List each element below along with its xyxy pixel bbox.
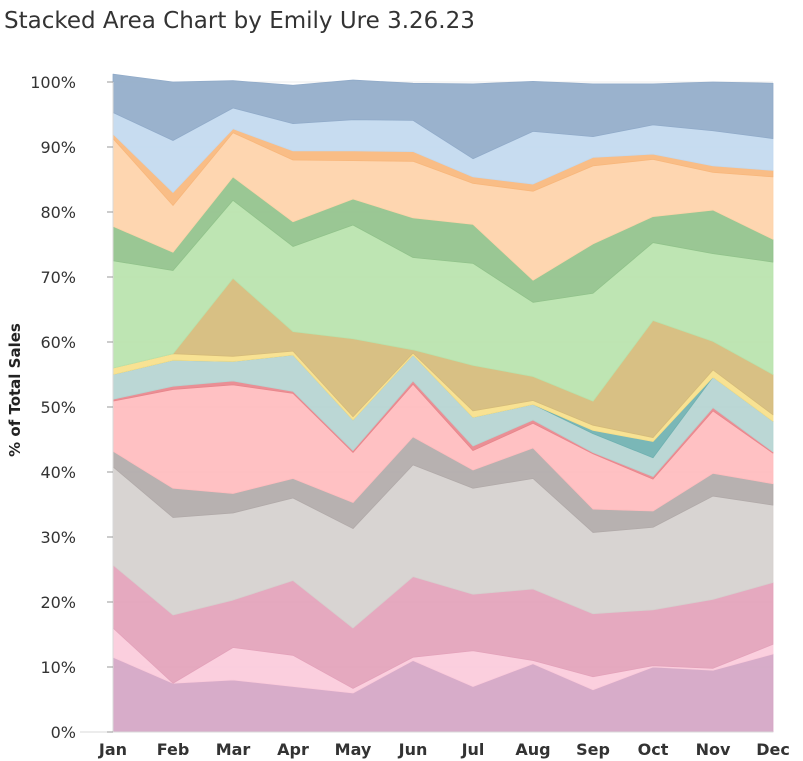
x-tick-label: Sep — [576, 740, 610, 759]
x-tick-label: Feb — [157, 740, 190, 759]
y-tick-label: 70% — [40, 268, 76, 287]
y-tick-label: 0% — [51, 723, 76, 742]
x-tick-labels: Jan Feb Mar Apr May Jun Jul Aug Sep Oct Nov Dec — [98, 740, 790, 759]
y-tick-label: 30% — [40, 528, 76, 547]
x-tick-label: Apr — [277, 740, 309, 759]
x-tick-label: Dec — [756, 740, 790, 759]
x-tick-label: May — [335, 740, 372, 759]
y-tick-label: 60% — [40, 333, 76, 352]
x-tick-label: Jan — [98, 740, 127, 759]
x-tick-label: Mar — [216, 740, 251, 759]
y-tick-label: 90% — [40, 138, 76, 157]
y-tick-label: 80% — [40, 203, 76, 222]
x-tick-label: Aug — [515, 740, 550, 759]
x-tick-label: Jun — [398, 740, 428, 759]
x-tick-label: Nov — [696, 740, 731, 759]
x-tick-label: Oct — [638, 740, 669, 759]
x-tick-label: Jul — [461, 740, 485, 759]
y-tick-label: 20% — [40, 593, 76, 612]
y-tick-label: 40% — [40, 463, 76, 482]
y-axis-label: % of Total Sales — [6, 323, 24, 457]
y-tick-label: 10% — [40, 658, 76, 677]
y-tick-labels: 0% 10% 20% 30% 40% 50% 60% 70% 80% 90% 100% — [30, 73, 113, 742]
y-tick-label: 100% — [30, 73, 76, 92]
chart-title: Stacked Area Chart by Emily Ure 3.26.23 — [4, 8, 475, 34]
y-tick-label: 50% — [40, 398, 76, 417]
area-series — [112, 73, 774, 160]
area-layer — [112, 73, 774, 733]
